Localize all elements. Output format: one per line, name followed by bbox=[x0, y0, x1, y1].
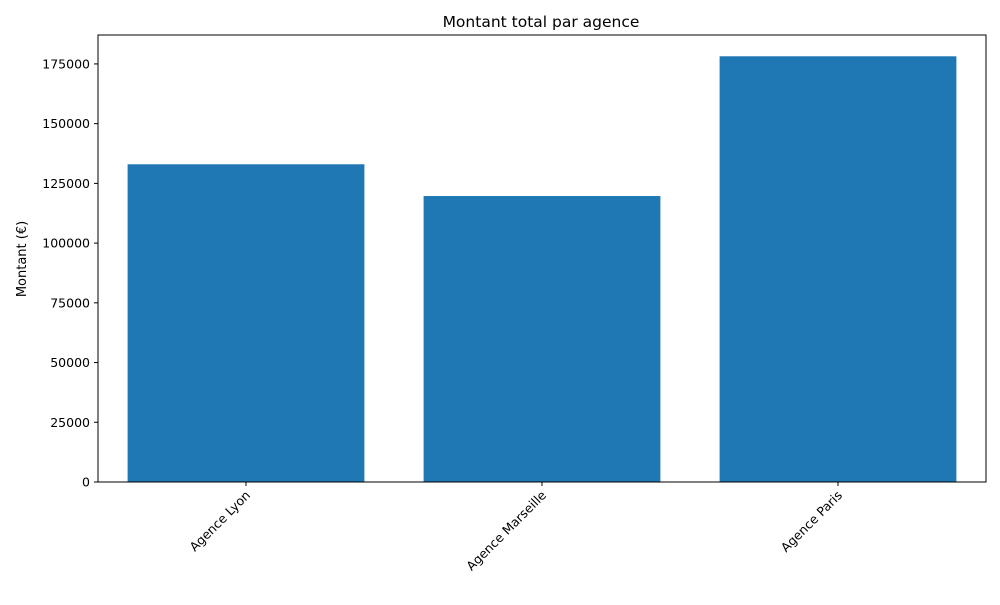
bar-agence-paris bbox=[719, 56, 957, 482]
y-tick-label: 175000 bbox=[42, 56, 90, 71]
y-tick-label: 75000 bbox=[50, 295, 90, 310]
x-tick-label: Agence Lyon bbox=[186, 488, 253, 555]
bar-agence-lyon bbox=[127, 164, 365, 482]
y-tick-label: 25000 bbox=[50, 415, 90, 430]
y-axis-label: Montant (€) bbox=[15, 221, 30, 297]
x-tick-label: Agence Paris bbox=[778, 488, 845, 555]
y-tick-label: 0 bbox=[82, 475, 90, 490]
y-tick-label: 100000 bbox=[42, 236, 90, 251]
x-tick-label: Agence Marseille bbox=[463, 487, 549, 573]
y-tick-label: 50000 bbox=[50, 355, 90, 370]
y-tick-label: 150000 bbox=[42, 116, 90, 131]
bar-agence-marseille bbox=[423, 196, 661, 483]
chart-title: Montant total par agence bbox=[443, 13, 640, 31]
bars-layer bbox=[127, 56, 957, 483]
y-tick-label: 125000 bbox=[42, 176, 90, 191]
